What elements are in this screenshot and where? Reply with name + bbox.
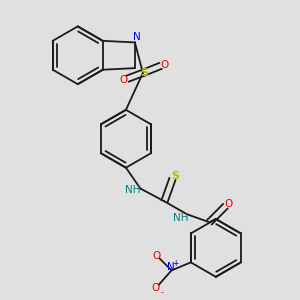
Text: O: O: [152, 251, 160, 261]
Text: +: +: [172, 260, 178, 268]
Text: N: N: [167, 262, 175, 272]
Text: O: O: [160, 60, 169, 70]
Text: O: O: [152, 283, 160, 293]
Text: S: S: [171, 171, 179, 181]
Text: NH: NH: [124, 185, 140, 195]
Text: O: O: [224, 199, 233, 208]
Text: N: N: [133, 32, 140, 42]
Text: S: S: [140, 68, 148, 78]
Text: -: -: [160, 288, 164, 297]
Text: O: O: [119, 75, 128, 85]
Text: NH: NH: [173, 213, 188, 223]
